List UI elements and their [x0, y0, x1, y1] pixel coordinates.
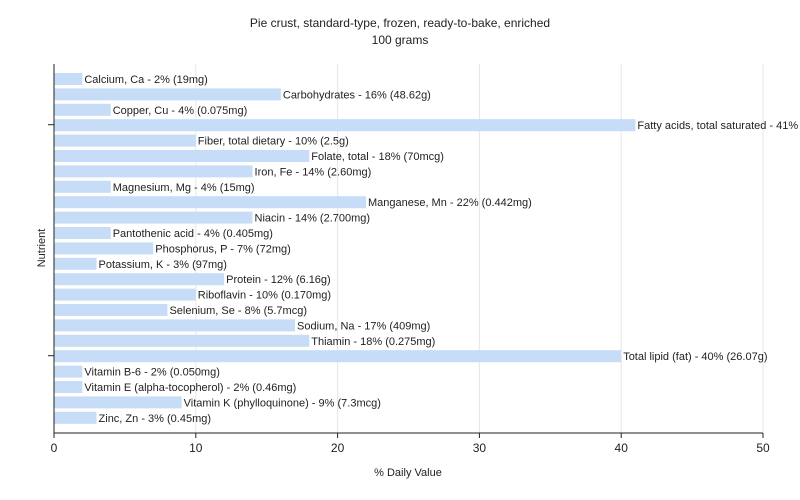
bar-label-15: Selenium, Se - 8% (5.7mcg): [169, 305, 307, 317]
bar-12: [54, 257, 97, 270]
bar-20: [54, 381, 83, 393]
bar-2: [54, 103, 111, 116]
bar-label-8: Manganese, Mn - 22% (0.442mg): [368, 197, 532, 209]
y-axis-ticks: [48, 124, 54, 357]
bar-3: [54, 119, 636, 132]
chart-title: Pie crust, standard-type, frozen, ready-…: [250, 16, 550, 30]
bar-label-0: Calcium, Ca - 2% (19mg): [84, 74, 207, 86]
bar-17: [54, 334, 310, 347]
bar-label-14: Riboflavin - 10% (0.170mg): [198, 290, 331, 302]
bar-label-5: Folate, total - 18% (70mcg): [311, 151, 444, 163]
x-tick-label-50: 50: [756, 441, 770, 455]
bar-5: [54, 150, 310, 162]
bar-4: [54, 134, 196, 147]
bar-label-13: Protein - 12% (6.16g): [226, 274, 331, 286]
bar-8: [54, 196, 366, 209]
bar-label-20: Vitamin E (alpha-tocopherol) - 2% (0.46m…: [84, 382, 296, 394]
bar-21: [54, 396, 182, 409]
x-tick-label-20: 20: [331, 441, 345, 455]
bar-label-12: Potassium, K - 3% (97mg): [99, 259, 227, 271]
bar-labels: Calcium, Ca - 2% (19mg) Carbohydrates - 1…: [84, 74, 800, 425]
bar-16: [54, 319, 296, 332]
bar-label-6: Iron, Fe - 14% (2.60mg): [255, 166, 372, 178]
x-tick-label-10: 10: [189, 441, 203, 455]
bar-11: [54, 242, 154, 255]
bar-0: [54, 73, 83, 85]
x-axis-title: % Daily Value: [374, 467, 442, 479]
bar-label-1: Carbohydrates - 16% (48.62g): [283, 89, 431, 101]
bar-label-19: Vitamin B-6 - 2% (0.050mg): [84, 367, 220, 379]
chart-subtitle: 100 grams: [372, 33, 429, 47]
bar-label-17: Thiamin - 18% (0.275mg): [311, 336, 435, 348]
bar-1: [54, 88, 281, 101]
bar-label-7: Magnesium, Mg - 4% (15mg): [113, 182, 255, 194]
y-axis-title: Nutrient: [36, 229, 48, 268]
x-tick-label-40: 40: [615, 441, 629, 455]
bar-label-9: Niacin - 14% (2.700mg): [255, 213, 371, 225]
bar-label-3: Fatty acids, total saturated - 41% (8.15…: [637, 120, 800, 132]
bar-label-16: Sodium, Na - 17% (409mg): [297, 320, 430, 332]
bar-6: [54, 165, 253, 178]
x-tick-label-30: 30: [473, 441, 487, 455]
bar-19: [54, 365, 83, 378]
bar-label-11: Phosphorus, P - 7% (72mg): [155, 243, 291, 255]
bar-label-4: Fiber, total dietary - 10% (2.5g): [198, 136, 349, 148]
bar-18: [54, 350, 622, 363]
bar-label-22: Zinc, Zn - 3% (0.45mg): [99, 413, 211, 425]
bar-13: [54, 273, 225, 286]
bar-15: [54, 304, 168, 316]
bar-label-2: Copper, Cu - 4% (0.075mg): [113, 105, 248, 117]
x-axis-ticks: 0 10 20 30 40 50: [51, 433, 770, 455]
bar-label-21: Vitamin K (phylloquinone) - 9% (7.3mcg): [184, 397, 381, 409]
bar-label-18: Total lipid (fat) - 40% (26.07g): [623, 351, 767, 363]
bar-label-10: Pantothenic acid - 4% (0.405mg): [113, 228, 273, 240]
bar-9: [54, 211, 253, 224]
bar-14: [54, 288, 196, 301]
x-tick-label-0: 0: [51, 441, 58, 455]
bar-10: [54, 227, 111, 239]
bar-7: [54, 180, 111, 193]
bar-22: [54, 411, 97, 424]
bars: [54, 73, 636, 424]
